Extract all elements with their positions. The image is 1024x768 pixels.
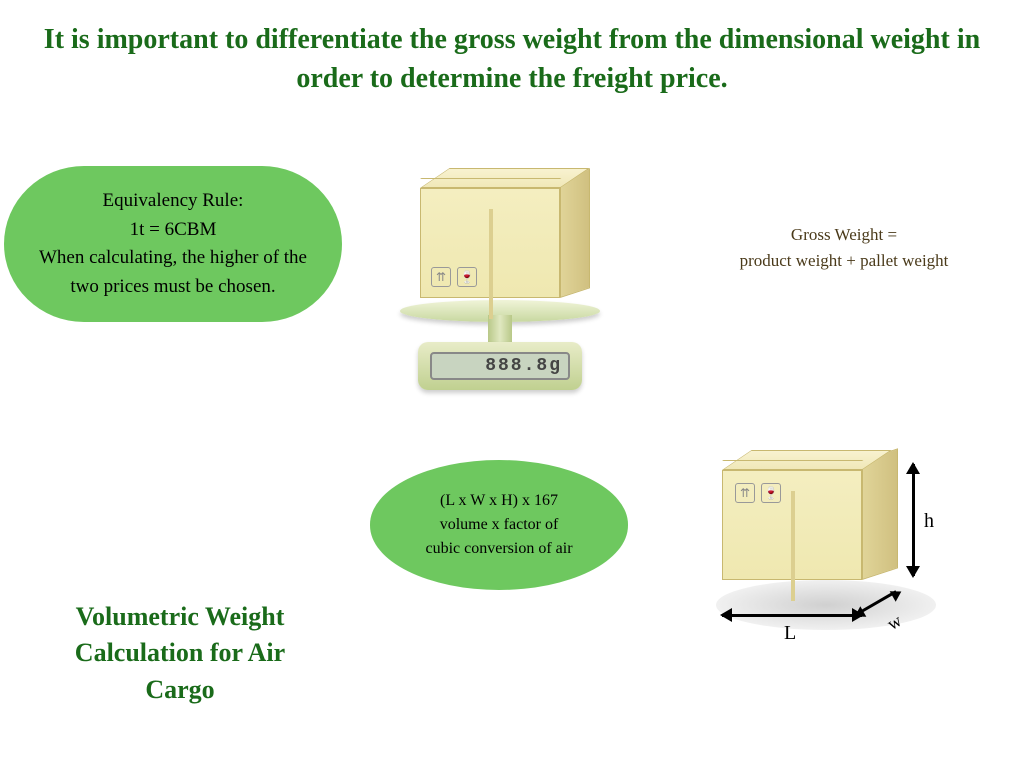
- volume-formula-bubble: (L x W x H) x 167 volume x factor of cub…: [370, 460, 628, 590]
- page-title: It is important to differentiate the gro…: [0, 20, 1024, 98]
- volumetric-weight-title: Volumetric Weight Calculation for Air Ca…: [40, 599, 320, 708]
- equivalency-line3: When calculating, the higher of the two …: [24, 244, 322, 301]
- fragile-icon: 🍷: [761, 483, 781, 503]
- this-way-up-icon: ⇈: [735, 483, 755, 503]
- dimension-box-illustration: ⇈ 🍷 h L w: [696, 440, 976, 660]
- width-label: w: [884, 610, 906, 635]
- box-handling-icons: ⇈ 🍷: [735, 483, 781, 503]
- scale-neck: [488, 315, 512, 345]
- fragile-icon: 🍷: [457, 267, 477, 287]
- cardboard-box-on-scale: ⇈ 🍷: [420, 168, 580, 304]
- length-label: L: [784, 622, 796, 645]
- equivalency-line2: 1t = 6CBM: [130, 216, 217, 245]
- volume-line1: (L x W x H) x 167: [440, 489, 558, 513]
- box-front: ⇈ 🍷: [420, 188, 560, 298]
- gross-weight-line2: product weight + pallet weight: [704, 248, 984, 274]
- scale-with-box-illustration: 888.8g ⇈ 🍷: [360, 150, 640, 410]
- box-tape: [489, 209, 493, 319]
- volume-line3: cubic conversion of air: [425, 537, 572, 561]
- cardboard-box-dimensions: ⇈ 🍷: [722, 450, 912, 596]
- box-side: [862, 448, 898, 580]
- box-tape: [791, 491, 795, 601]
- this-way-up-icon: ⇈: [431, 267, 451, 287]
- scale-body: 888.8g: [418, 342, 582, 390]
- box-top-seam: [420, 178, 561, 179]
- height-dimension-arrow: h: [902, 464, 932, 584]
- box-handling-icons: ⇈ 🍷: [431, 267, 477, 287]
- equivalency-line1: Equivalency Rule:: [103, 187, 244, 216]
- gross-weight-line1: Gross Weight =: [704, 222, 984, 248]
- volume-line2: volume x factor of: [440, 513, 559, 537]
- equivalency-rule-bubble: Equivalency Rule: 1t = 6CBM When calcula…: [4, 166, 342, 322]
- height-label: h: [924, 510, 934, 533]
- box-front: ⇈ 🍷: [722, 470, 862, 580]
- box-side: [560, 168, 590, 298]
- box-top-seam: [722, 460, 863, 461]
- length-dimension-arrow: L: [722, 604, 862, 628]
- gross-weight-formula: Gross Weight = product weight + pallet w…: [704, 222, 984, 273]
- scale-display: 888.8g: [430, 352, 570, 380]
- width-dimension-arrow: w: [858, 594, 918, 634]
